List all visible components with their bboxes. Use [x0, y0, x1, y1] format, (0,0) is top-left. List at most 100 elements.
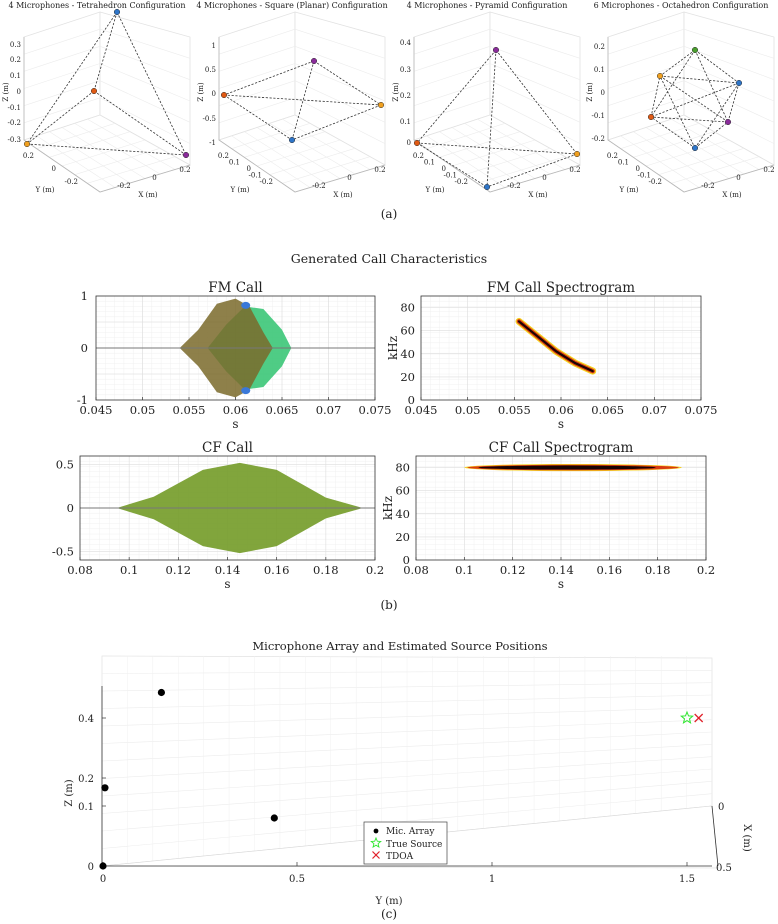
grid-line	[218, 46, 296, 72]
z-tick-label: 0	[212, 90, 216, 98]
grid-line	[607, 28, 685, 55]
x-tick-label: 0.2	[697, 563, 715, 577]
fm-spec-title: FM Call Spectrogram	[487, 280, 635, 296]
y-tick-label: 1	[81, 289, 88, 303]
grid-line	[23, 46, 101, 72]
microphone-point	[573, 150, 581, 158]
y-tick-label: -1	[77, 393, 88, 407]
microphone-point	[647, 113, 655, 121]
array-edge	[659, 49, 696, 77]
x-tick-label: 0	[152, 174, 156, 182]
y-tick-label: 0.1	[618, 159, 629, 167]
grid-line	[294, 28, 386, 59]
microphone-point	[377, 101, 385, 109]
array-edge	[694, 82, 740, 149]
grid-line	[489, 97, 581, 144]
x-depth-axis-label: X (m)	[741, 824, 752, 852]
z-tick-label: 0.1	[594, 66, 605, 74]
x-tick-label: 0.045	[405, 403, 438, 417]
config-plot-2	[218, 11, 387, 193]
y-tick-label: 80	[395, 461, 410, 475]
y-tick-label: 0.1	[424, 159, 435, 167]
x-tick-label: 0.075	[359, 403, 392, 417]
legend-box	[363, 821, 448, 865]
fm-call-plot	[95, 295, 376, 401]
x-axis-label: s	[224, 577, 230, 591]
axis-frame	[218, 37, 386, 193]
grid-line	[607, 63, 685, 89]
y-tick-label: 0.5	[289, 874, 305, 885]
x-tick-label: 0.06	[548, 403, 574, 417]
x-tick-label: 0.055	[173, 403, 206, 417]
y-axis-label: Y (m)	[35, 186, 55, 194]
x-axis-label: X (m)	[138, 191, 158, 199]
x-tick-label: 0.08	[67, 563, 93, 577]
microphone-point	[691, 46, 699, 54]
z-tick-label: 0.2	[400, 92, 411, 100]
x-tick-label: 0.18	[645, 563, 671, 577]
plot-title: 4 Microphones - Pyramid Configuration	[407, 1, 568, 10]
y-tick-label: -0.2	[649, 178, 663, 186]
y-tick-label: 0.2	[23, 152, 34, 160]
x-tick-label: 0.2	[374, 166, 385, 174]
microphone-point	[182, 151, 190, 159]
config-plot-1	[23, 8, 192, 193]
microphone-point	[23, 140, 31, 148]
grid-line	[218, 80, 296, 106]
y-tick-label: 0	[52, 165, 56, 173]
legend-true-swatch	[370, 836, 382, 849]
y-axis-label: Y (m)	[374, 896, 402, 907]
mic-array-point	[101, 784, 109, 792]
y-tick-label: -0.2	[260, 178, 274, 186]
ridge-core	[478, 465, 656, 470]
z-axis-label: Z (m)	[64, 779, 75, 807]
array-edge	[416, 142, 488, 188]
x-tick-label: 0.1	[120, 563, 138, 577]
z-tick-label: 0	[17, 88, 21, 96]
array-edge	[495, 49, 578, 155]
x-tick-label: -0.2	[117, 182, 131, 190]
y-tick-label: 80	[400, 301, 415, 315]
y-tick-label: 0	[67, 501, 74, 515]
grid-line	[99, 80, 191, 123]
z-tick-label: -0.1	[592, 112, 606, 120]
z-tick-label: -0.2	[592, 135, 606, 143]
grid-line	[218, 97, 296, 124]
array-edge	[659, 75, 740, 84]
y-tick-label: 60	[400, 324, 415, 338]
y-tick-label: 0	[636, 165, 640, 173]
z-tick-label: 1	[212, 42, 216, 50]
y-tick-label: -0.1	[638, 172, 652, 180]
grid-line	[23, 97, 101, 124]
y-tick-label: 0	[403, 553, 410, 567]
x-tick-label: 0.2	[569, 166, 580, 174]
z-tick-label: 0.3	[400, 66, 411, 74]
y-tick-label: -0.1	[444, 172, 458, 180]
array-edge	[93, 90, 187, 156]
config-plot-4	[607, 11, 776, 193]
x-tick-label: 0.2	[763, 166, 774, 174]
x-tick-label: 0.16	[597, 563, 623, 577]
panel-label-b: (b)	[380, 598, 397, 612]
grid-line	[99, 46, 191, 80]
array-edge	[313, 60, 382, 106]
y-tick-label: 0	[81, 341, 88, 355]
y-axis-label: kHz	[381, 496, 395, 520]
array-edge	[223, 94, 382, 106]
grid-line	[99, 28, 191, 59]
z-tick-label: 0.2	[10, 56, 21, 64]
mic-array-point	[270, 814, 278, 822]
grid-line	[489, 63, 581, 102]
x-tick-label: 0.14	[548, 563, 574, 577]
peak-marker	[241, 387, 251, 395]
x-tick-label: 0.05	[455, 403, 481, 417]
array-edge	[486, 49, 497, 188]
grid-line	[413, 80, 491, 106]
grid-line	[607, 97, 685, 124]
legend-label: True Source	[386, 840, 442, 850]
grid-line	[683, 28, 775, 59]
z-tick-label: 0.1	[10, 72, 21, 80]
plot-title: 4 Microphones - Tetrahedron Configuratio…	[8, 1, 185, 10]
y-axis-label: Y (m)	[425, 186, 445, 194]
x-axis-label: s	[558, 577, 564, 591]
